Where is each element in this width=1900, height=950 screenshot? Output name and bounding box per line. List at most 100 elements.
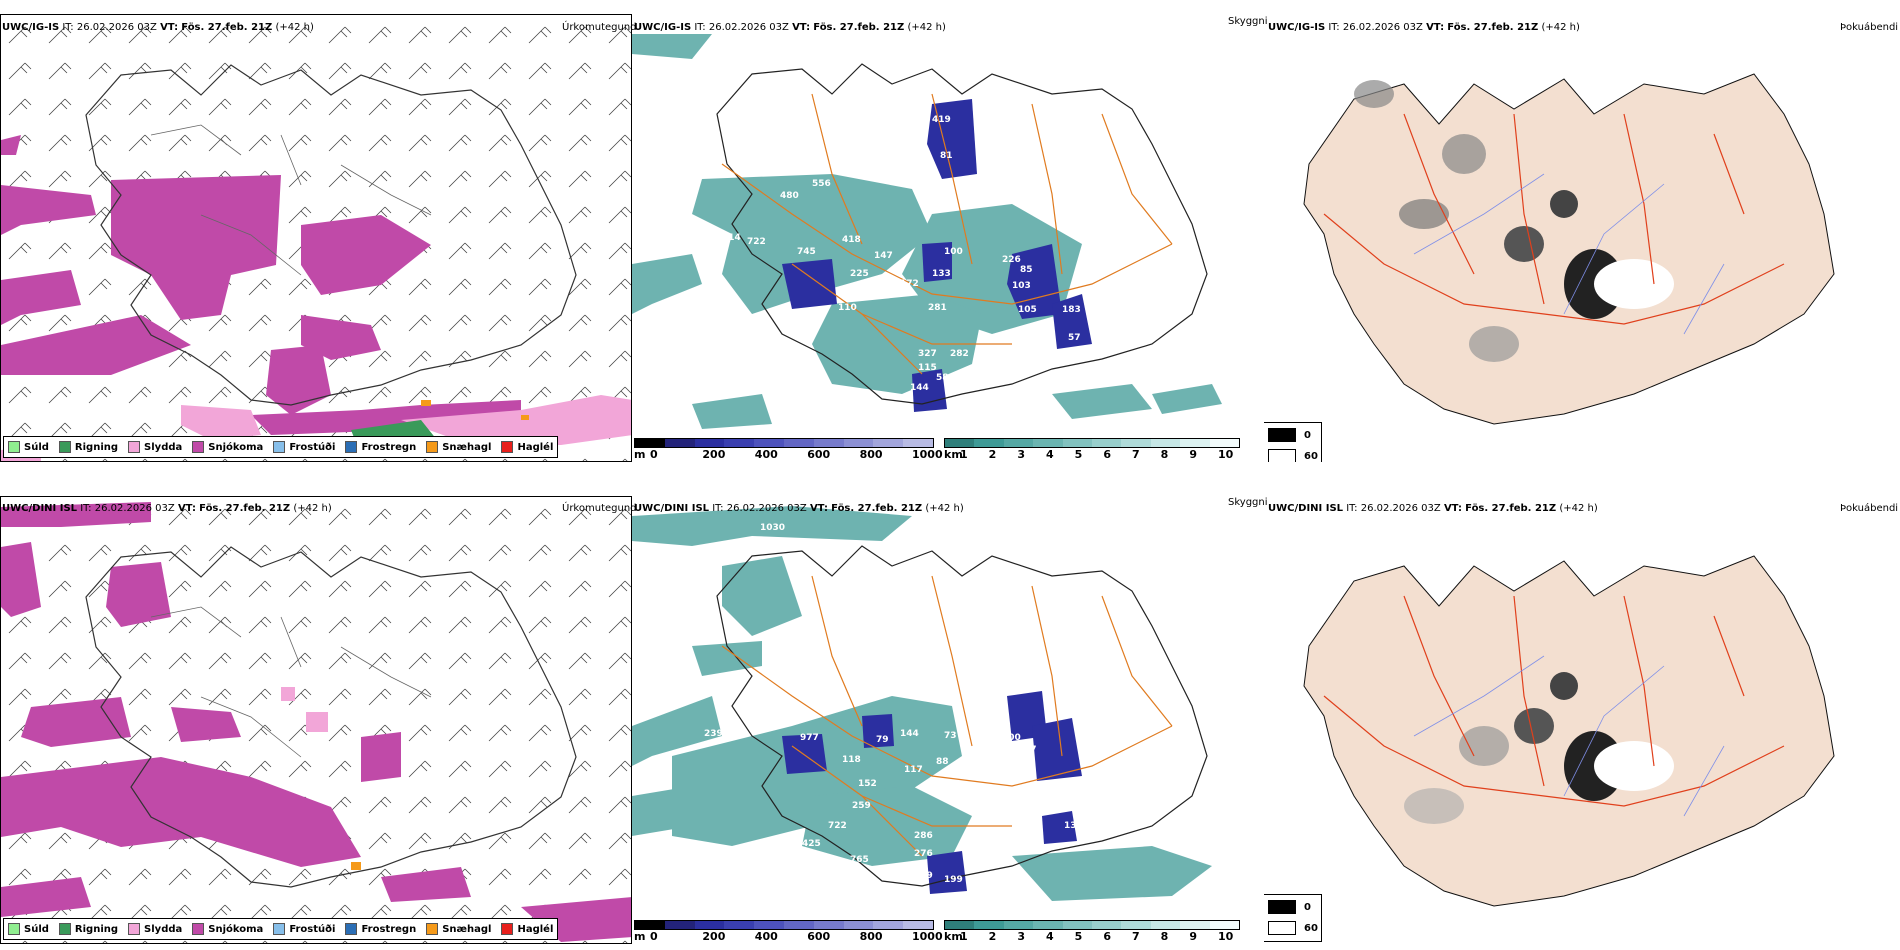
precip-legend-label: Súld [24, 441, 49, 453]
row-header: UWC/DINI ISL IT: 26.02.2026 03Z VT: Fös.… [2, 503, 332, 515]
fog-legend-label: 0 [1304, 429, 1311, 441]
colorbar-tick: 2 [988, 930, 997, 943]
precip-legend-swatch [8, 923, 20, 935]
it-value: 26.02.2026 03Z [76, 22, 157, 33]
precip-legend-label: Slydda [144, 441, 183, 453]
vt-value: Fös. 27.feb. 21Z [1447, 22, 1539, 33]
row-header: UWC/IG-IS IT: 26.02.2026 03Z VT: Fös. 27… [634, 22, 946, 34]
model-name: UWC/IG-IS [1268, 22, 1326, 33]
cloudbase-label: 149 [914, 871, 933, 881]
cloudbase-label: 988 [744, 859, 763, 869]
fog-legend-swatch [1268, 900, 1296, 914]
cloudbase-label: 283 [868, 287, 887, 297]
rivers [1413, 173, 1725, 335]
vt-value: Fös. 27.feb. 21Z [1465, 503, 1557, 514]
precip-legend-label: Frostregn [361, 923, 417, 935]
cloudbase-label: 480 [780, 191, 799, 201]
precip-legend-item: Slydda [128, 441, 182, 453]
precip-legend-label: Frostúði [289, 923, 336, 935]
precip-legend-label: Frostúði [289, 441, 336, 453]
visibility-map: 480 556 418 745 722 714 147 225 283 283 172 133 100 2… [632, 34, 1222, 429]
cloudbase-label: 105 [1058, 789, 1077, 799]
colorbar-tick: 400 [754, 930, 778, 943]
cloudbase-label: 1441 [650, 573, 675, 583]
precip-legend-item: Snjókoma [192, 923, 263, 935]
colorbar-tick: 7 [1132, 448, 1140, 461]
precip-type-panel: Súld Rigning Slydda Snjókoma Frostúði Frostre… [0, 496, 632, 944]
lead-time: (+42 h) [293, 503, 332, 514]
low-cloudbase-areas [782, 691, 1082, 894]
colorbar-tick: 0 [650, 448, 658, 461]
fog-title: Þokuábendi [1840, 22, 1899, 33]
cloudbase-label: 85 [1020, 265, 1033, 275]
row-header: UWC/DINI ISL IT: 26.02.2026 03Z VT: Fös.… [1268, 503, 1598, 515]
fog-legend: 0 60 [1264, 422, 1322, 462]
cloudbase-label: 115 [918, 363, 937, 373]
row-header: UWC/IG-IS IT: 26.02.2026 03Z VT: Fös. 27… [1268, 22, 1580, 34]
cloudbase-label: 826 [800, 853, 819, 863]
colorbar-tick: 2 [988, 448, 997, 461]
cloudbase-colorbar: m 0 200 400 600 800 1000 [634, 438, 943, 461]
fog-areas [1354, 80, 1674, 362]
cloudbase-label: 765 [850, 855, 869, 865]
precip-legend-swatch [426, 441, 439, 453]
colorbar-unit: m [634, 448, 646, 461]
cloudbase-label: 58 [936, 373, 949, 383]
colorbar-unit: km [944, 930, 963, 943]
colorbar-tick: 400 [754, 448, 778, 461]
sleet-areas [281, 687, 328, 732]
cloudbase-label: 225 [850, 269, 869, 279]
cloudbase-label: 81 [940, 151, 953, 161]
precip-legend-item: Rigning [58, 441, 118, 453]
precip-legend-swatch [8, 441, 20, 453]
precip-legend-swatch [192, 441, 205, 453]
precip-legend-item: Frostúði [273, 923, 335, 935]
precip-legend-item: Haglél [501, 441, 553, 453]
cloudbase-colorbar: m 0 200 400 600 800 1000 [634, 920, 943, 943]
model-name: UWC/DINI ISL [2, 503, 78, 514]
colorbar-tick: 5 [1074, 930, 1083, 943]
precip-legend-swatch [273, 441, 286, 453]
it-value: 26.02.2026 03Z [1360, 503, 1441, 514]
fog-panel: 0 60 [1264, 14, 1900, 462]
vt-value: Fös. 27.feb. 21Z [181, 22, 273, 33]
vt-value: Fös. 27.feb. 21Z [831, 503, 923, 514]
precip-legend-label: Frostregn [361, 441, 417, 453]
cloudbase-label: 172 [900, 279, 919, 289]
colorbar-tick: 9 [1189, 930, 1197, 943]
precip-legend-swatch [501, 923, 514, 935]
iceland-coastline [716, 545, 1208, 887]
visibility-panel: 1030 1441 975 239 977 79 144 73 100 77 118 88 117 152… [632, 496, 1264, 944]
precip-legend-label: Snæhagl [442, 923, 492, 935]
cloudbase-label: 239 [704, 729, 723, 739]
cloudbase-label: 966 [774, 857, 793, 867]
precip-legend-swatch [345, 923, 358, 935]
precip-legend-item: Snæhagl [426, 441, 491, 453]
precip-type-map [1, 15, 631, 461]
cloudbase-label: 183 [1062, 305, 1081, 315]
snow-areas [1, 135, 521, 435]
iceland-land [1303, 555, 1835, 907]
precip-type-legend: Súld Rigning Slydda Snjókoma Frostúði Frostre… [3, 918, 559, 940]
model-name: UWC/IG-IS [2, 22, 60, 33]
it-label: IT: [712, 503, 724, 514]
lead-time: (+42 h) [275, 22, 314, 33]
colorbar-tick: 600 [807, 930, 831, 943]
lift-labels: 480 556 418 745 722 714 147 225 283 283 172 133 100 2… [722, 115, 1081, 393]
cloudbase-label: 73 [944, 731, 957, 741]
colorbar-tick: 200 [702, 930, 726, 943]
precip-legend-item: Súld [8, 441, 49, 453]
road-network [1323, 595, 1785, 807]
colorbar-tick: 7 [1132, 930, 1140, 943]
cloudbase-label: 103 [1012, 281, 1031, 291]
precip-legend-label: Snjókoma [208, 441, 264, 453]
model-name: UWC/DINI ISL [634, 503, 710, 514]
row-header: UWC/IG-IS IT: 26.02.2026 03Z VT: Fös. 27… [2, 22, 314, 34]
cloudbase-label: 110 [838, 303, 857, 313]
cloudbase-label: 118 [842, 755, 861, 765]
iceland-coastline [716, 63, 1208, 405]
fog-legend-label: 0 [1304, 901, 1311, 913]
cloudbase-label: 281 [928, 303, 947, 313]
